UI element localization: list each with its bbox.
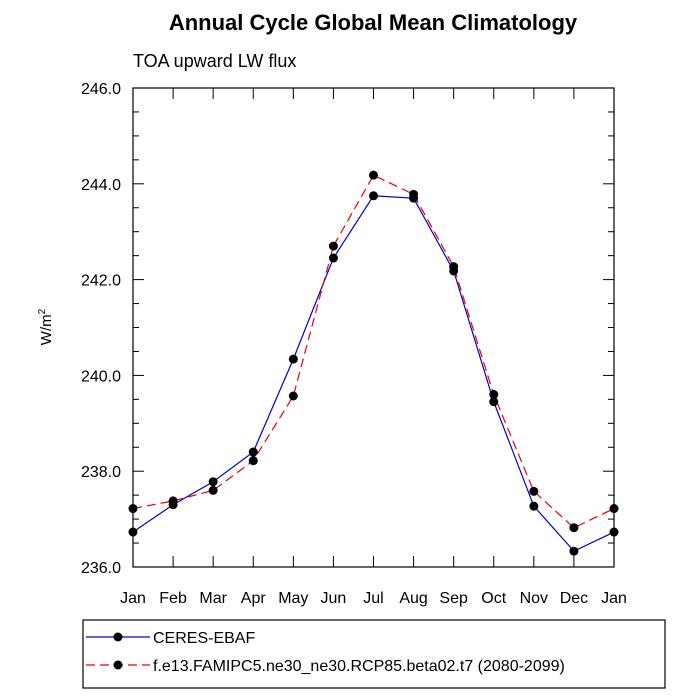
x-tick-label: Jan xyxy=(601,590,627,607)
series-1-point xyxy=(328,253,338,263)
x-tick-label: Sep xyxy=(439,590,468,607)
series-1-point xyxy=(208,477,218,487)
series-2-point xyxy=(489,390,499,400)
series-2-point xyxy=(288,391,298,401)
series-1-point xyxy=(529,501,539,511)
series-2-point xyxy=(609,504,619,514)
y-tick-label: 240.0 xyxy=(81,368,121,385)
legend: CERES-EBAF f.e13.FAMIPC5.ne30_ne30.RCP85.… xyxy=(82,619,666,689)
series-2-point xyxy=(128,504,138,514)
y-tick-label: 246.0 xyxy=(81,81,121,98)
series-2-point xyxy=(369,170,378,180)
series-2-point xyxy=(248,456,258,466)
x-tick-label: May xyxy=(278,590,308,607)
x-tick-label: Apr xyxy=(241,590,267,607)
series-line-1 xyxy=(132,195,615,552)
x-tick-label: Jun xyxy=(321,590,347,607)
x-tick-label: Oct xyxy=(481,590,506,607)
x-tick-label: Dec xyxy=(560,590,588,607)
series-2-point xyxy=(529,486,539,496)
y-tick-label: 242.0 xyxy=(81,273,121,290)
x-tick-label: Jan xyxy=(120,590,146,607)
chart-subtitle: TOA upward LW flux xyxy=(133,51,296,71)
y-tick-label: 236.0 xyxy=(81,560,121,577)
series-1-point xyxy=(489,397,499,407)
legend-label-2: f.e13.FAMIPC5.ne30_ne30.RCP85.beta02.t7 … xyxy=(153,658,565,675)
series-1-point xyxy=(569,546,579,556)
legend-frame xyxy=(82,619,666,689)
y-tick-label: 238.0 xyxy=(81,464,121,481)
series-1-point xyxy=(128,527,138,537)
plot-area: 236.0 238.0 240.0 242.0 244.0 246.0 Jan Feb Mar A… xyxy=(81,81,627,607)
series-1-point xyxy=(609,527,619,537)
y-tick-label: 244.0 xyxy=(81,177,121,194)
series-2-point xyxy=(569,523,579,533)
chart-title: Annual Cycle Global Mean Climatology xyxy=(169,10,578,35)
x-tick-label: Mar xyxy=(199,590,227,607)
x-tick-label: Aug xyxy=(399,590,427,607)
series-2-point xyxy=(409,189,419,199)
plot-frame xyxy=(132,87,615,568)
series-2-point xyxy=(168,496,178,506)
series-2-point xyxy=(208,485,218,495)
x-tick-label: Feb xyxy=(159,590,187,607)
x-tick-label: Nov xyxy=(520,590,548,607)
y-axis-label-superscript: 2 xyxy=(37,308,48,314)
legend-marker-1 xyxy=(113,632,123,642)
series-1-point xyxy=(369,191,378,201)
series-1-point xyxy=(288,354,298,364)
x-tick-label: Jul xyxy=(363,590,383,607)
series-line-2 xyxy=(132,174,615,529)
series-2-point xyxy=(449,262,459,272)
series-1-point xyxy=(248,447,258,457)
series-2-point xyxy=(328,241,338,251)
legend-marker-2 xyxy=(113,660,123,670)
legend-label-1: CERES-EBAF xyxy=(153,630,255,647)
y-axis-label: W/m2 xyxy=(37,308,55,345)
y-axis-label-text: W/m xyxy=(38,314,55,345)
